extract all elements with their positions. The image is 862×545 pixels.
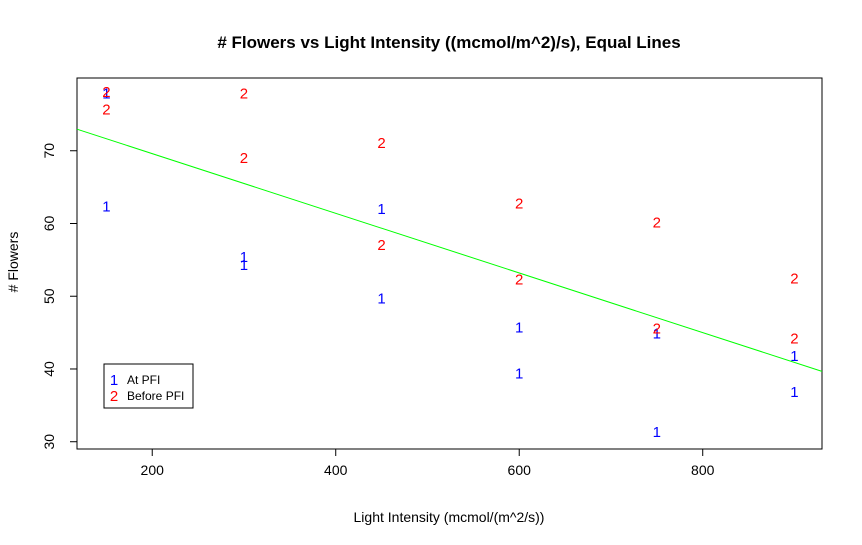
data-point-series-2: 2	[653, 320, 661, 337]
data-point-series-1: 1	[790, 348, 798, 365]
y-axis: 30 40 50 60 70	[41, 143, 78, 450]
y-tick-label: 70	[41, 143, 57, 159]
data-point-series-2: 2	[240, 86, 248, 103]
equal-fit-line	[76, 128, 823, 372]
data-point-series-1: 1	[377, 291, 385, 308]
x-tick-label: 200	[141, 462, 165, 478]
legend-symbol-before-pfi: 2	[110, 388, 118, 405]
data-point-series-2: 2	[653, 214, 661, 231]
legend-label-at-pfi: At PFI	[127, 373, 160, 387]
y-tick-label: 40	[41, 361, 57, 377]
data-point-series-1: 1	[515, 320, 523, 337]
data-point-series-1: 1	[240, 257, 248, 274]
data-point-series-2: 2	[102, 102, 110, 119]
data-point-series-2: 2	[790, 331, 798, 348]
data-point-series-2: 2	[790, 270, 798, 287]
data-point-series-2: 2	[240, 150, 248, 167]
data-point-series-1: 1	[653, 326, 661, 343]
x-tick-label: 800	[691, 462, 715, 478]
data-point-series-1: 1	[240, 249, 248, 266]
chart-title: # Flowers vs Light Intensity ((mcmol/m^2…	[217, 33, 680, 52]
legend-box	[103, 363, 194, 409]
data-point-series-2: 2	[515, 195, 523, 212]
y-axis-label: # Flowers	[5, 232, 21, 293]
data-point-series-2: 2	[515, 272, 523, 289]
data-point-series-2: 2	[377, 135, 385, 152]
legend-label-before-pfi: Before PFI	[127, 389, 184, 403]
data-point-series-1: 1	[102, 198, 110, 215]
data-point-series-1: 1	[102, 86, 110, 103]
data-point-series-2: 2	[102, 84, 110, 101]
data-point-series-1: 1	[653, 424, 661, 441]
legend: 1 At PFI 2 Before PFI	[103, 363, 194, 409]
data-point-series-2: 2	[377, 237, 385, 254]
x-tick-label: 600	[508, 462, 532, 478]
y-tick-label: 60	[41, 215, 57, 231]
legend-symbol-at-pfi: 1	[110, 372, 118, 389]
x-axis: 200 400 600 800	[141, 448, 715, 478]
y-tick-label: 30	[41, 434, 57, 450]
data-point-series-1: 1	[790, 384, 798, 401]
x-axis-label: Light Intensity (mcmol/(m^2/s))	[354, 509, 545, 525]
x-tick-label: 400	[324, 462, 348, 478]
y-tick-label: 50	[41, 288, 57, 304]
data-point-series-1: 1	[377, 201, 385, 218]
data-point-series-1: 1	[515, 366, 523, 383]
